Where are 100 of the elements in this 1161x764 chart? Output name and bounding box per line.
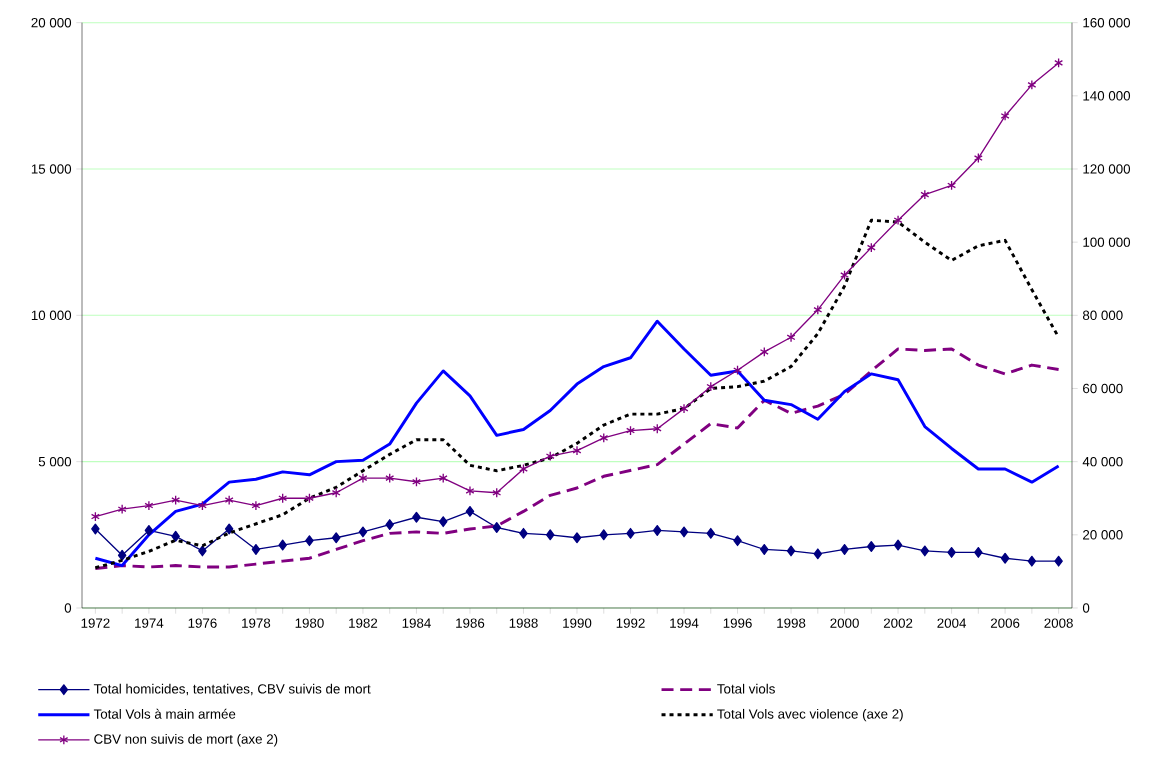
point: [358, 473, 368, 484]
point: [438, 473, 448, 484]
point: [813, 548, 823, 560]
x-tick-label: 2008: [1044, 618, 1073, 628]
point: [198, 545, 207, 557]
point: [920, 189, 930, 200]
point: [1000, 552, 1010, 564]
point: [1027, 79, 1037, 90]
x-tick-label: 1972: [81, 618, 110, 628]
x-tick-label: 1982: [349, 618, 378, 628]
point: [572, 445, 582, 456]
point: [1054, 57, 1064, 68]
point: [251, 500, 261, 511]
point: [492, 522, 501, 533]
point: [385, 473, 395, 484]
point: [947, 180, 957, 191]
x-tick-label: 1988: [509, 618, 538, 628]
legend-label: Total viols: [717, 683, 775, 694]
y2-tick-label: 160 000: [1083, 17, 1131, 28]
point: [679, 403, 689, 414]
point: [438, 516, 448, 528]
x-tick-label: 1998: [777, 618, 806, 628]
x-tick-label: 2002: [883, 618, 913, 628]
x-tick-label: 1994: [670, 618, 699, 628]
point: [411, 476, 421, 487]
point: [733, 535, 742, 547]
point: [171, 530, 180, 542]
x-tick-label: 1986: [456, 618, 485, 628]
point: [840, 270, 850, 281]
legend-label: CBV non suivis de mort (axe 2): [94, 733, 278, 747]
point: [599, 432, 609, 443]
point: [171, 495, 181, 506]
point: [786, 332, 796, 343]
point: [91, 523, 100, 535]
y2-tick-label: 120 000: [1083, 164, 1131, 174]
y2-tick-label: 60 000: [1083, 383, 1123, 394]
point: [545, 451, 555, 462]
point: [973, 152, 983, 164]
point: [90, 511, 100, 522]
point: [224, 495, 234, 506]
point: [331, 487, 341, 498]
point: [652, 423, 662, 434]
point: [706, 527, 716, 539]
y-tick-label: 0: [64, 603, 72, 613]
point: [144, 524, 154, 536]
y-tick-label: 10 000: [31, 310, 72, 321]
point: [733, 365, 743, 376]
y2-tick-label: 80 000: [1082, 310, 1123, 321]
point: [893, 215, 903, 226]
point: [920, 545, 930, 557]
x-tick-label: 1978: [242, 618, 271, 628]
point: [304, 493, 314, 504]
point: [572, 532, 582, 544]
x-tick-label: 1974: [135, 618, 164, 628]
x-tick-label: 1984: [402, 618, 431, 628]
y2-tick-label: 140 000: [1083, 91, 1131, 101]
point: [706, 381, 716, 392]
point: [197, 500, 207, 511]
point: [893, 539, 903, 551]
x-tick-label: 2000: [830, 618, 859, 628]
point: [840, 543, 849, 555]
point: [679, 526, 689, 538]
point: [545, 529, 555, 541]
point: [278, 493, 288, 504]
y2-tick-label: 100 000: [1083, 237, 1131, 247]
y-tick-label: 15 000: [31, 164, 72, 174]
point: [974, 546, 983, 558]
y-tick-label: 5 000: [38, 456, 72, 467]
x-tick-label: 2004: [937, 618, 967, 628]
x-tick-label: 1990: [563, 618, 592, 628]
point: [331, 532, 341, 544]
point: [599, 529, 609, 541]
y-tick-label: 20 000: [31, 17, 72, 28]
point: [358, 526, 368, 538]
point: [1054, 555, 1063, 567]
point: [760, 543, 769, 555]
point: [465, 485, 475, 496]
x-tick-label: 1980: [295, 618, 324, 628]
point: [465, 505, 475, 517]
point: [866, 242, 876, 253]
point: [385, 519, 394, 531]
y2-tick-label: 20 000: [1083, 530, 1123, 540]
legend-label: Total homicides, tentatives, CBV suivis de mort: [93, 683, 371, 696]
x-tick-label: 1996: [723, 618, 752, 628]
point: [412, 511, 421, 523]
point: [492, 487, 502, 498]
point: [867, 541, 876, 552]
y2-tick-label: 0: [1082, 603, 1090, 613]
point: [759, 346, 769, 357]
point: [626, 425, 635, 436]
point: [117, 504, 127, 515]
point: [653, 524, 662, 536]
x-tick-label: 1976: [188, 618, 217, 628]
point: [786, 545, 796, 557]
x-tick-label: 1992: [616, 618, 645, 628]
x-tick-label: 2006: [990, 618, 1020, 628]
point: [947, 546, 956, 558]
point: [117, 549, 127, 561]
y2-tick-label: 40 000: [1082, 456, 1123, 467]
point: [251, 543, 261, 555]
